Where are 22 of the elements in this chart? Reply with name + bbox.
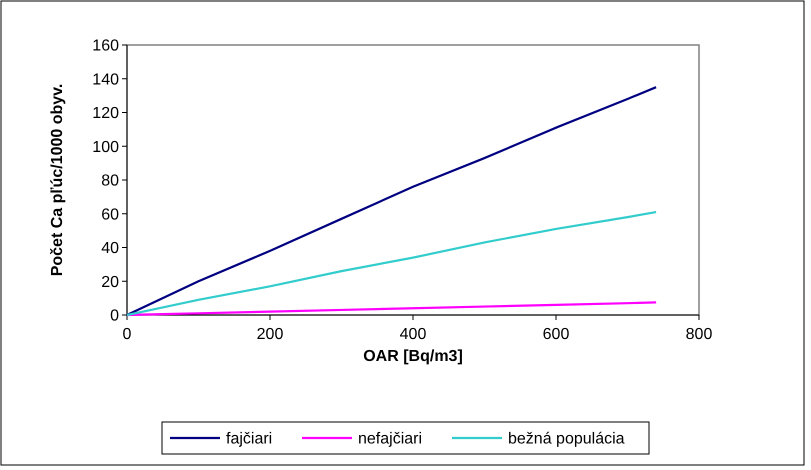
x-tick-label: 0 — [122, 326, 132, 343]
y-tick-label: 60 — [101, 206, 120, 224]
legend-label: nefajčiari — [358, 430, 422, 448]
line-series — [126, 301, 658, 316]
x-tick-label: 200 — [256, 326, 284, 343]
x-axis-title: OAR [Bq/m3] — [363, 348, 463, 365]
line-series — [126, 86, 658, 316]
x-tick-label: 400 — [400, 326, 426, 343]
y-tick-label: 40 — [101, 240, 120, 258]
y-tick-label: 140 — [92, 71, 120, 88]
y-tick-label: 160 — [92, 38, 120, 55]
y-tick-label: 80 — [101, 172, 120, 190]
y-tick-label: 20 — [101, 274, 120, 291]
y-tick-label: 100 — [92, 138, 120, 156]
y-axis-title: Počet Ca pľúc/1000 obyv. — [49, 84, 66, 276]
legend-label: fajčiari — [226, 430, 272, 448]
legend-label: bežná populácia — [508, 430, 625, 448]
x-tick-label: 800 — [686, 326, 712, 343]
x-tick-label: 600 — [542, 326, 570, 343]
y-tick-label: 0 — [110, 308, 120, 325]
y-tick-label: 120 — [92, 105, 120, 122]
line-series — [126, 210, 658, 316]
